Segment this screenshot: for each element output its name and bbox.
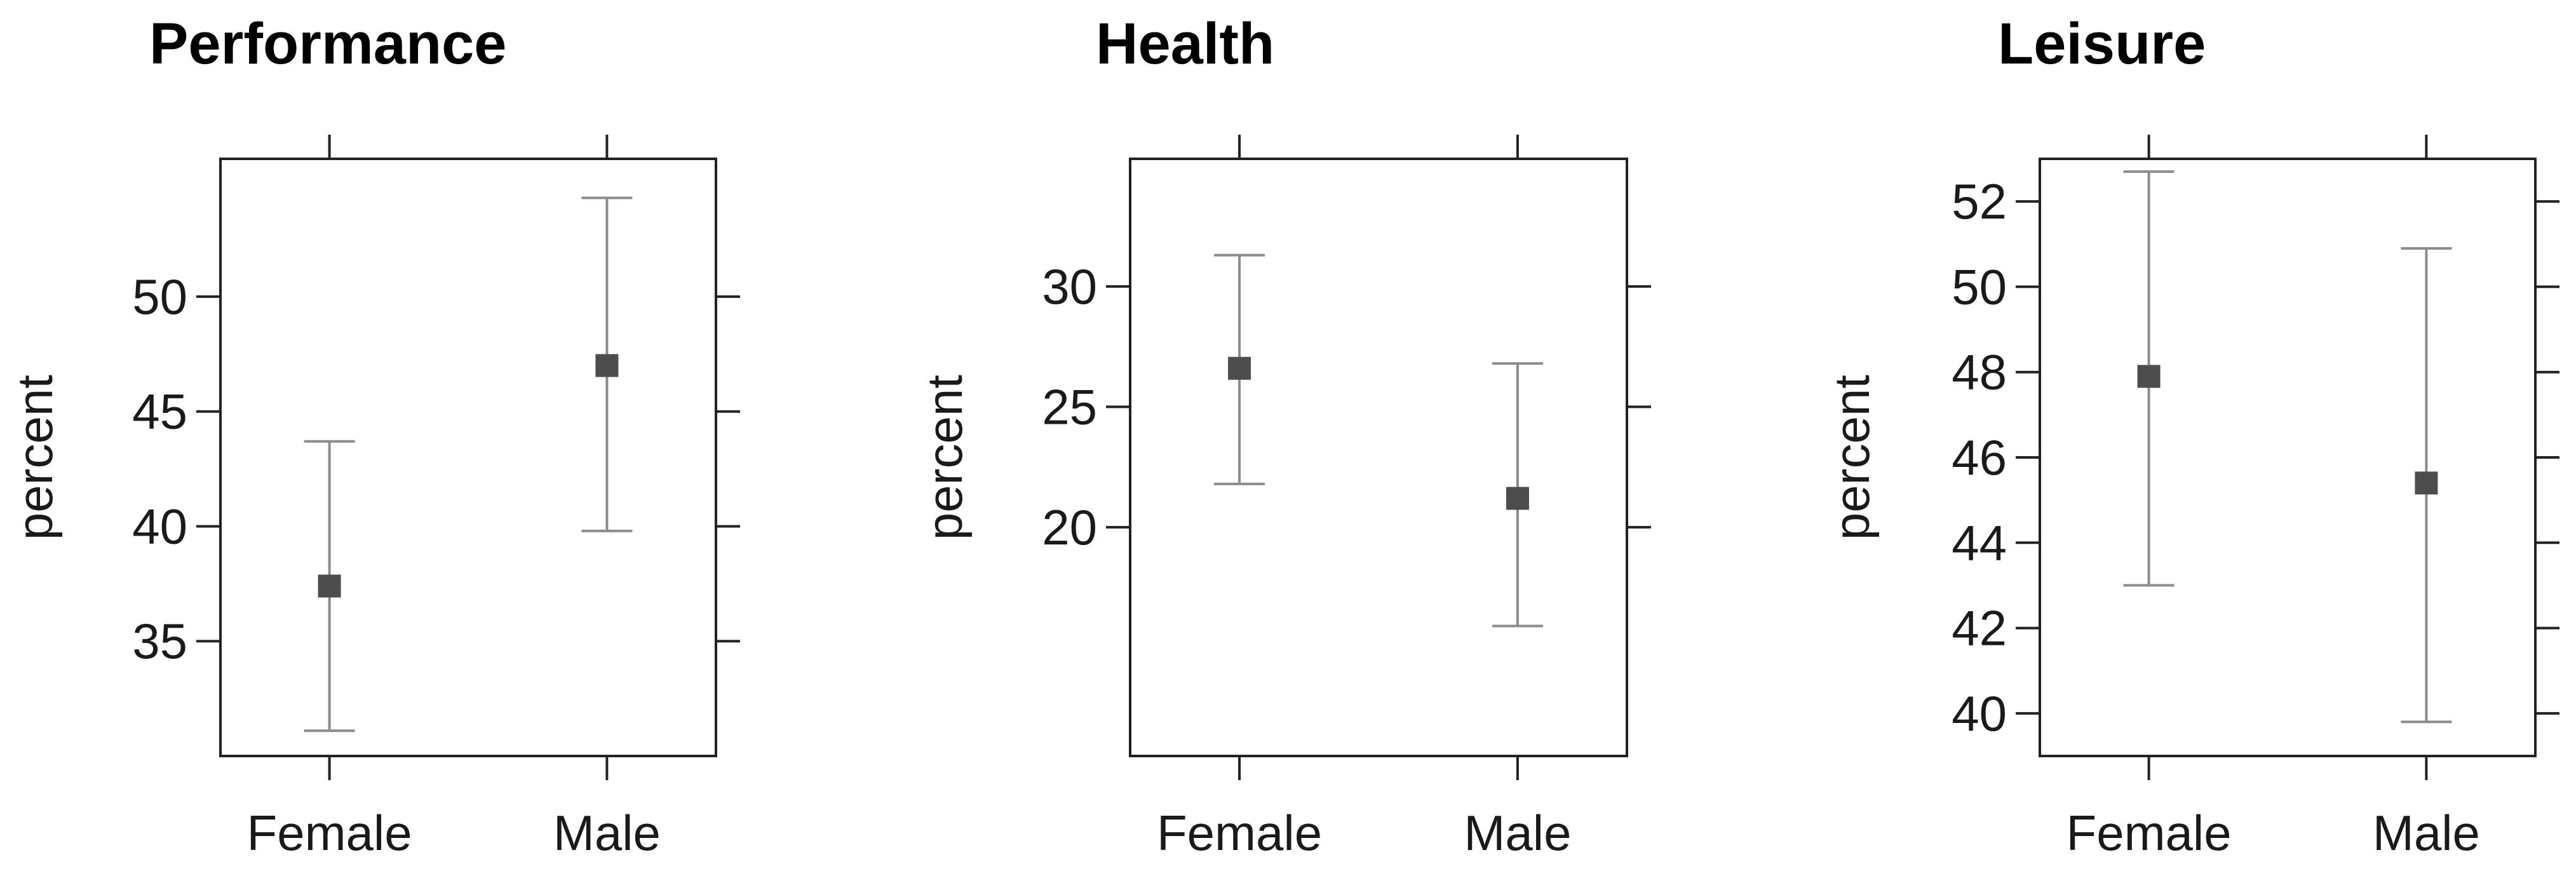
data-point — [2137, 365, 2161, 388]
y-tick-label: 46 — [1952, 429, 2007, 485]
y-tick-label: 40 — [132, 498, 187, 554]
chart-panel-performance: Performance percent 35 40 45 50 Female Male — [7, 11, 740, 861]
x-tick-label: Male — [2373, 805, 2480, 861]
plot-frame — [1129, 158, 1628, 757]
y-tick-label: 50 — [132, 269, 187, 325]
y-axis-label: percent — [1824, 375, 1880, 540]
data-point — [2415, 471, 2438, 495]
y-tick-label: 42 — [1952, 600, 2007, 656]
chart-title: Leisure — [1998, 11, 2206, 76]
y-tick-label: 52 — [1952, 173, 2007, 229]
y-tick-label: 25 — [1042, 379, 1097, 435]
y-tick-label: 40 — [1952, 685, 2007, 741]
x-tick-label: Male — [1464, 805, 1571, 861]
data-point — [1506, 487, 1529, 510]
x-tick-label: Female — [2067, 805, 2232, 861]
y-tick-label: 20 — [1042, 499, 1097, 555]
chart-panel-leisure: Leisure percent 40 42 44 46 48 50 52 Female Male — [1824, 11, 2559, 861]
data-point — [318, 574, 341, 598]
chart-panel-health: Health percent 20 25 30 Female Male — [917, 11, 1651, 861]
data-point — [1228, 356, 1251, 380]
y-tick-label: 30 — [1042, 259, 1097, 314]
y-axis-label: percent — [917, 375, 973, 540]
x-tick-label: Female — [1157, 805, 1322, 861]
chart-title: Performance — [149, 11, 506, 76]
y-tick-label: 50 — [1952, 259, 2007, 314]
plot-frame — [219, 158, 717, 757]
y-tick-label: 44 — [1952, 515, 2007, 571]
y-tick-label: 35 — [132, 613, 187, 669]
y-tick-label: 48 — [1952, 344, 2007, 400]
x-tick-label: Male — [553, 805, 661, 861]
data-point — [595, 354, 619, 377]
plot-frame — [2039, 158, 2537, 757]
chart-title: Health — [1096, 11, 1274, 76]
y-tick-label: 45 — [132, 384, 187, 440]
y-axis-label: percent — [7, 375, 63, 540]
x-tick-label: Female — [247, 805, 412, 861]
